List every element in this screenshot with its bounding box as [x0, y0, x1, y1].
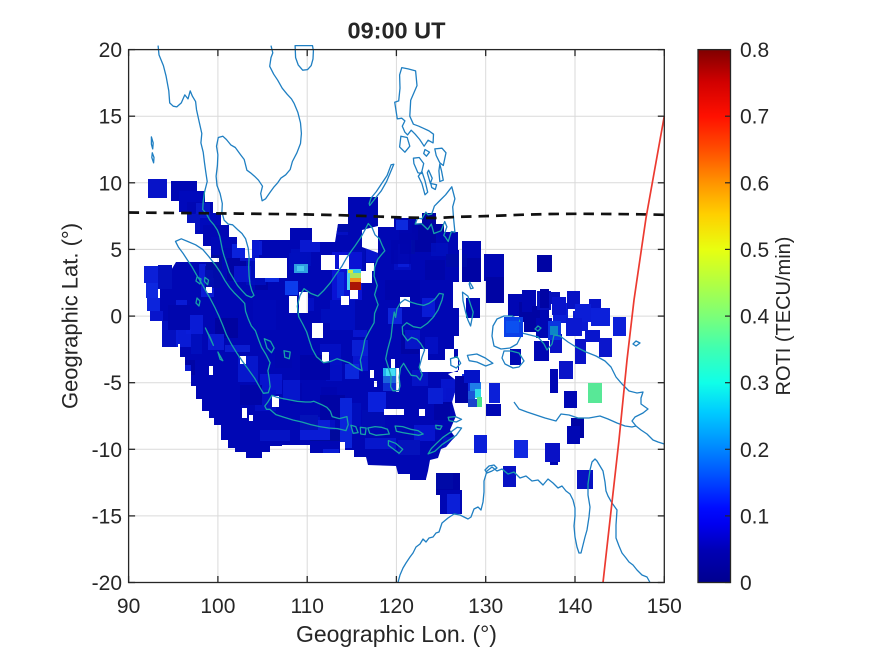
svg-text:0.3: 0.3	[740, 372, 769, 395]
svg-text:0.2: 0.2	[740, 439, 769, 462]
svg-text:ROTI (TECU/min): ROTI (TECU/min)	[773, 237, 795, 396]
svg-text:130: 130	[468, 595, 503, 618]
svg-text:0.8: 0.8	[740, 39, 769, 62]
svg-text:0.4: 0.4	[740, 306, 770, 329]
svg-text:10: 10	[99, 172, 122, 195]
svg-text:100: 100	[200, 595, 235, 618]
svg-text:0: 0	[740, 572, 752, 595]
svg-text:120: 120	[379, 595, 414, 618]
svg-text:0.7: 0.7	[740, 106, 769, 129]
svg-text:0.5: 0.5	[740, 239, 769, 262]
svg-text:Geographic Lon. (°): Geographic Lon. (°)	[296, 621, 497, 647]
svg-text:0.1: 0.1	[740, 505, 769, 528]
svg-text:-20: -20	[92, 572, 122, 595]
svg-text:-10: -10	[92, 439, 122, 462]
svg-text:0.6: 0.6	[740, 172, 769, 195]
svg-text:09:00 UT: 09:00 UT	[348, 18, 447, 44]
svg-text:-5: -5	[103, 372, 122, 395]
svg-text:Geographic Lat. (°): Geographic Lat. (°)	[58, 223, 83, 409]
svg-text:0: 0	[110, 306, 122, 329]
svg-text:-15: -15	[92, 505, 122, 528]
svg-text:15: 15	[99, 106, 122, 129]
svg-text:5: 5	[110, 239, 122, 262]
svg-text:20: 20	[99, 39, 122, 62]
svg-text:150: 150	[647, 595, 682, 618]
svg-text:110: 110	[290, 595, 323, 618]
svg-text:140: 140	[557, 595, 592, 618]
svg-text:90: 90	[117, 595, 140, 618]
